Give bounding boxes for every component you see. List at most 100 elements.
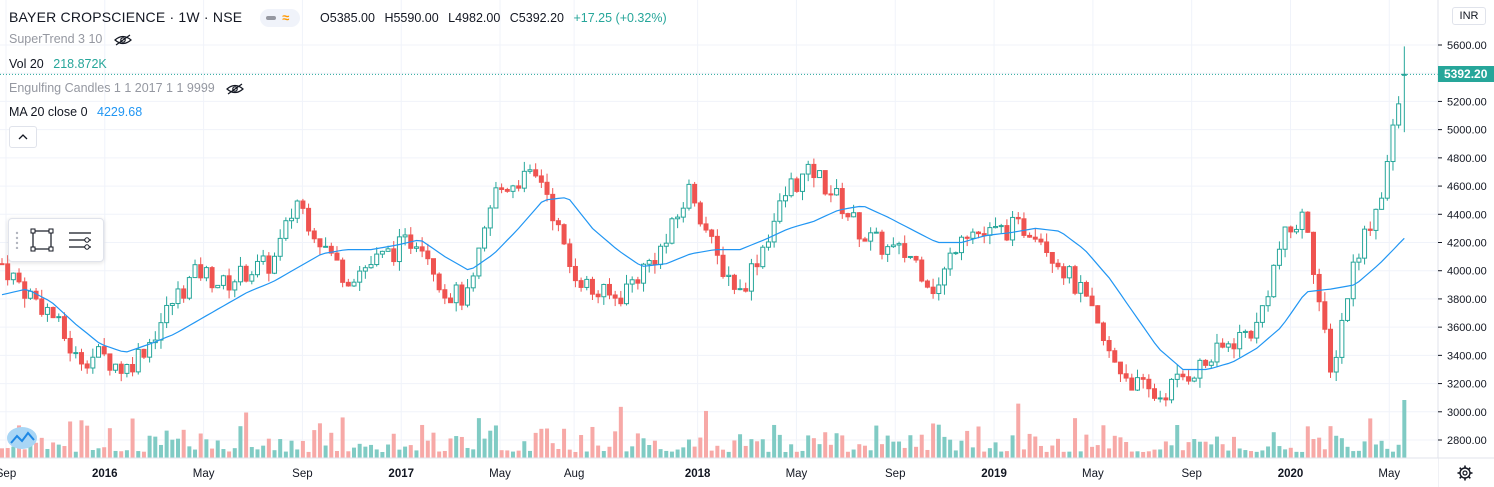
ma-value: 4229.68 <box>97 105 143 119</box>
candle-body <box>1083 281 1089 297</box>
lines-tool-icon[interactable] <box>65 225 95 255</box>
volume-bar <box>51 442 56 458</box>
candle-body <box>862 238 868 242</box>
gear-icon[interactable] <box>1457 465 1473 481</box>
candle-body <box>919 259 925 282</box>
volume-bar <box>1152 449 1157 458</box>
candle-body <box>215 284 221 289</box>
price-axis-label: 4800.00 <box>1447 153 1487 165</box>
candle-body <box>629 279 635 285</box>
high-value: H5590.00 <box>384 11 439 25</box>
candle-body <box>958 236 964 254</box>
eye-hidden-icon[interactable] <box>226 83 245 95</box>
volume-bar <box>334 450 339 458</box>
legend-ma[interactable]: MA 20 close 0 4229.68 <box>9 105 142 119</box>
volume-bar <box>715 445 720 458</box>
volume-bar <box>590 426 595 458</box>
eye-hidden-icon[interactable] <box>113 34 132 46</box>
candle-body <box>499 187 505 190</box>
volume-bar <box>1129 451 1134 458</box>
price-axis-label: 4400.00 <box>1447 209 1487 221</box>
candle-body <box>1237 331 1243 350</box>
volume-bar <box>176 438 180 458</box>
candle-body <box>345 281 351 287</box>
volume-bar <box>692 446 697 458</box>
candle-body <box>788 178 794 197</box>
legend-supertrend[interactable]: SuperTrend 3 10 <box>9 32 132 46</box>
volume-bar <box>817 444 822 458</box>
volume-bar <box>862 445 867 458</box>
candle-body <box>765 241 771 248</box>
candle-body <box>61 316 67 339</box>
candle-body <box>294 200 300 219</box>
volume-bar <box>1044 451 1049 458</box>
candle-body <box>254 260 260 276</box>
volume-bar <box>459 436 464 458</box>
time-axis-ticks: Sep 2016 May Sep 2017 May Aug 2018 May Sep 2019 May… <box>0 468 1400 480</box>
volume-bar <box>39 437 44 458</box>
candle-body <box>868 232 874 242</box>
time-axis[interactable]: Sep 2016 May Sep 2017 May Aug 2018 May Sep 2019 May… <box>0 457 1494 487</box>
candle-body <box>1265 296 1271 307</box>
volume-bar <box>840 435 845 458</box>
volume-bar <box>448 438 453 458</box>
candle-body <box>1208 361 1214 366</box>
market-status-pill[interactable]: ≈ <box>260 9 301 28</box>
candle-body <box>1350 261 1356 300</box>
symbol-header: BAYER CROPSCIENCE · 1W · NSE ≈ O5385.00 … <box>9 9 673 28</box>
volume-bar <box>959 440 964 458</box>
candle-body <box>692 183 698 204</box>
volume-bar <box>704 410 708 458</box>
volume-bar <box>982 451 987 458</box>
candle-body <box>703 223 709 231</box>
volume-bar <box>562 428 567 458</box>
collapse-legend-button[interactable] <box>9 126 37 148</box>
drag-handle-icon[interactable] <box>15 231 19 249</box>
volume-bar <box>164 430 169 458</box>
volume-bar <box>1061 451 1066 458</box>
volume-bar <box>800 450 805 458</box>
legend-engulfing[interactable]: Engulfing Candles 1 1 2017 1 1 9999 <box>9 81 245 95</box>
rectangle-tool-icon[interactable] <box>27 225 57 255</box>
candle-body <box>272 255 278 274</box>
volume-bar <box>317 423 322 458</box>
candle-body <box>334 252 340 261</box>
volume-bar <box>635 433 640 458</box>
open-value: O5385.00 <box>320 11 375 25</box>
candle-body <box>902 243 908 258</box>
legend-volume[interactable]: Vol 20 218.872K <box>9 57 107 71</box>
volume-bar <box>596 445 601 458</box>
candle-body <box>1220 342 1226 348</box>
candle-body <box>1299 211 1305 230</box>
candle-body <box>521 170 527 189</box>
candle-body <box>885 246 891 255</box>
volume-bar <box>73 451 78 458</box>
candles <box>0 46 1407 407</box>
candle-body <box>584 278 590 288</box>
candle-body <box>555 220 561 226</box>
volume-bar <box>198 433 203 458</box>
volume-bar <box>1135 451 1140 458</box>
volume-bar <box>630 446 635 458</box>
tradingview-logo-icon[interactable] <box>6 426 38 450</box>
price-axis-ticks: 5600.005400.005200.005000.004800.004600.… <box>1438 40 1487 447</box>
volume-bar <box>1300 451 1305 458</box>
candle-body <box>533 169 539 177</box>
supertrend-label: SuperTrend 3 10 <box>9 32 103 46</box>
volume-bar <box>1004 451 1009 458</box>
volume-bar <box>1016 403 1021 458</box>
currency-badge[interactable]: INR <box>1452 7 1486 25</box>
candle-body <box>368 264 374 269</box>
volume-bar <box>1078 451 1083 458</box>
volume-bar <box>1146 451 1151 458</box>
drawing-toolbox[interactable] <box>8 218 104 262</box>
volume-bar <box>1158 449 1163 458</box>
volume-bar <box>772 424 777 458</box>
volume-bar <box>505 450 510 458</box>
candle-body <box>78 352 84 365</box>
candle-body <box>1322 301 1328 330</box>
symbol-title[interactable]: BAYER CROPSCIENCE · 1W · NSE <box>9 9 243 25</box>
volume-bar <box>1214 436 1219 458</box>
volume-bar <box>465 447 470 458</box>
